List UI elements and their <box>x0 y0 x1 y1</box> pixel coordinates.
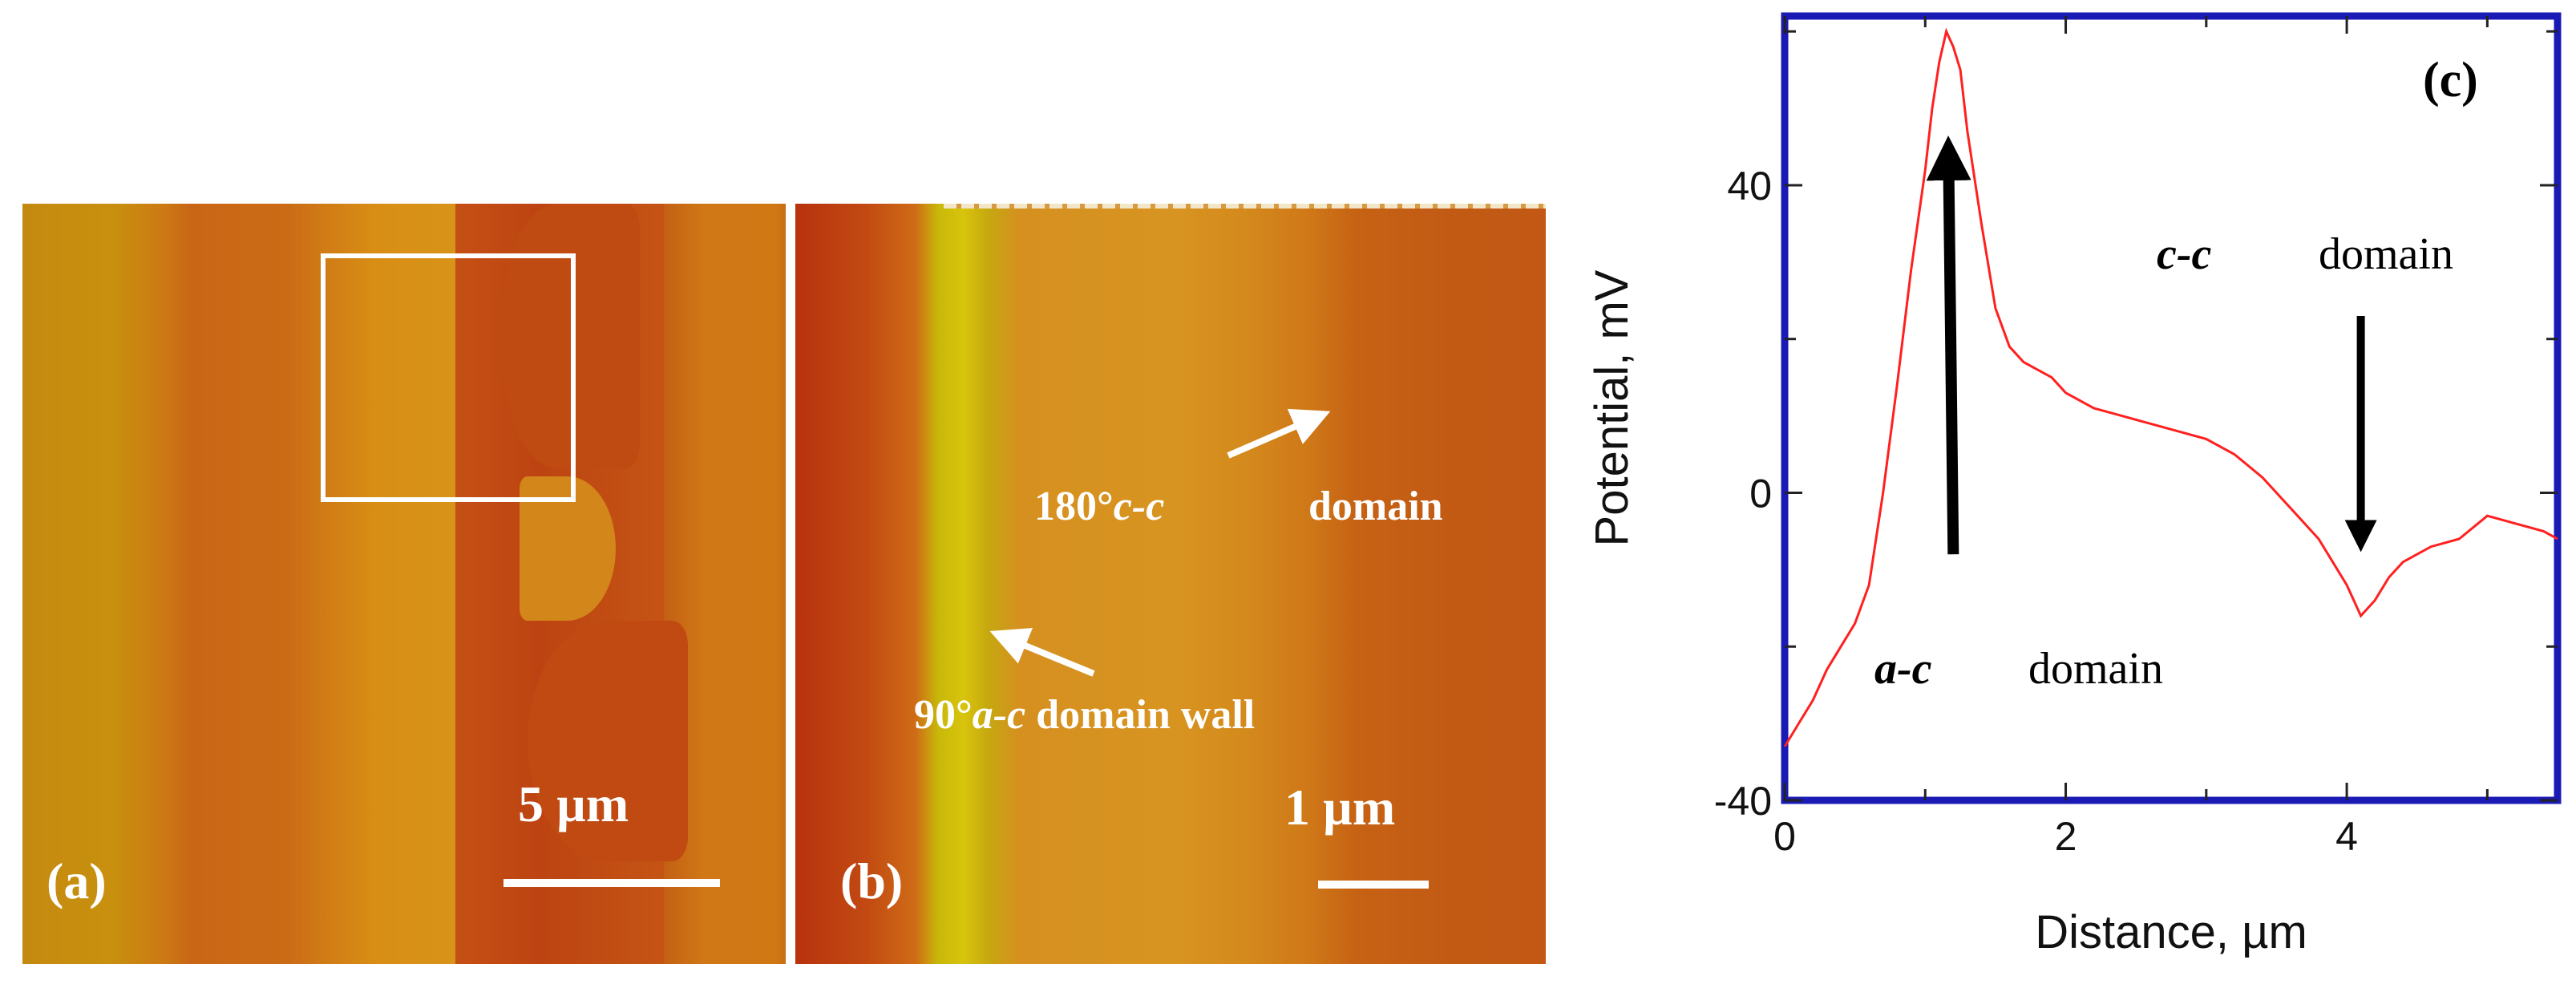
x-tick-label: 2 <box>2055 814 2077 859</box>
scale-bar-b <box>1318 881 1429 889</box>
annotation-ac-domain: domain <box>2028 644 2163 694</box>
x-axis-label: Distance, µm <box>2035 906 2307 958</box>
arrow-to-180-domain <box>1227 408 1331 459</box>
y-tick-label: 0 <box>1749 471 1772 516</box>
y-axis-label: Potential, mV <box>1586 269 1638 546</box>
annotation-arrows-b <box>989 408 1331 677</box>
scale-label-a: 5 µm <box>518 775 629 832</box>
dark-domain-lobe-lower <box>528 621 688 861</box>
y-tick-label: 40 <box>1727 164 1772 209</box>
panel-letter-b: (b) <box>840 852 904 909</box>
annotation-90-ac-wall: 90°a-c domain wall <box>914 692 1256 738</box>
annotation-cc-domain: domain <box>2319 229 2453 279</box>
panel-letter-c: (c) <box>2423 53 2478 107</box>
x-tick-label: 4 <box>2335 814 2358 859</box>
annotation-ac-italic: a-c <box>1874 644 1932 694</box>
plot-frame <box>1781 12 2562 804</box>
zoom-inset-box <box>321 253 576 502</box>
axis-ticks <box>1783 16 2558 802</box>
x-tick-label: 0 <box>1773 814 1796 859</box>
annotation-cc-italic: c-c <box>2157 229 2212 279</box>
panel-letter-a: (a) <box>47 852 107 909</box>
arrow-up-peak <box>1926 136 1971 555</box>
scan-artifact-band <box>944 204 1546 209</box>
y-tick-label: -40 <box>1714 779 1772 824</box>
afm-image-panel-a: 5 µm (a) <box>22 204 786 964</box>
scale-label-b: 1 µm <box>1284 779 1396 836</box>
series-line-potential <box>1783 27 2558 747</box>
arrow-to-90-wall <box>989 627 1095 677</box>
afm-image-panel-b: 180°c-c domain 90°a-c domain wall 1 µm (… <box>795 204 1546 964</box>
scale-bar-a <box>503 879 720 887</box>
annotation-domain-b: domain <box>1308 484 1443 529</box>
annotation-180-cc: 180°c-c <box>1034 484 1165 529</box>
